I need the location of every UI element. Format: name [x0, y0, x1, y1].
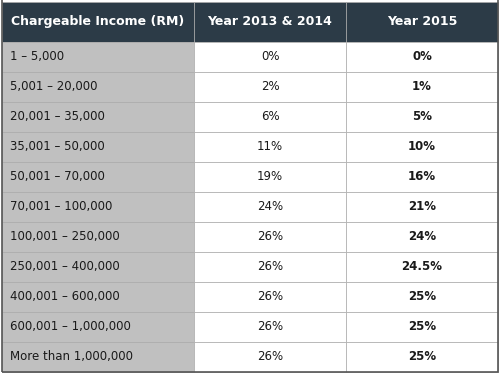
- Text: 10%: 10%: [408, 140, 436, 153]
- Text: 25%: 25%: [408, 290, 436, 303]
- Text: 26%: 26%: [257, 260, 283, 273]
- Text: 26%: 26%: [257, 350, 283, 363]
- Text: 19%: 19%: [257, 170, 283, 183]
- Text: 24.5%: 24.5%: [402, 260, 442, 273]
- Bar: [346, 1, 498, 41]
- Bar: [2, 132, 194, 162]
- Bar: [346, 132, 498, 162]
- Text: More than 1,000,000: More than 1,000,000: [10, 350, 133, 363]
- Text: 21%: 21%: [408, 200, 436, 213]
- Bar: [2, 1, 194, 41]
- Bar: [194, 342, 346, 372]
- Text: 50,001 – 70,000: 50,001 – 70,000: [10, 170, 105, 183]
- Bar: [346, 41, 498, 72]
- Text: 11%: 11%: [257, 140, 283, 153]
- Bar: [194, 222, 346, 251]
- Bar: [346, 191, 498, 222]
- Bar: [2, 282, 194, 311]
- Bar: [2, 41, 194, 72]
- Bar: [2, 72, 194, 101]
- Text: 0%: 0%: [412, 50, 432, 63]
- Text: 24%: 24%: [257, 200, 283, 213]
- Text: 70,001 – 100,000: 70,001 – 100,000: [10, 200, 113, 213]
- Bar: [2, 251, 194, 282]
- Text: 20,001 – 35,000: 20,001 – 35,000: [10, 110, 105, 123]
- Text: 26%: 26%: [257, 230, 283, 243]
- Text: 5%: 5%: [412, 110, 432, 123]
- Bar: [194, 311, 346, 342]
- Bar: [2, 342, 194, 372]
- Text: Year 2013 & 2014: Year 2013 & 2014: [208, 15, 332, 28]
- Bar: [2, 311, 194, 342]
- Text: 35,001 – 50,000: 35,001 – 50,000: [10, 140, 105, 153]
- Bar: [194, 282, 346, 311]
- Text: 26%: 26%: [257, 290, 283, 303]
- Text: 25%: 25%: [408, 350, 436, 363]
- Bar: [194, 1, 346, 41]
- Text: 5,001 – 20,000: 5,001 – 20,000: [10, 80, 98, 93]
- Bar: [194, 191, 346, 222]
- Bar: [346, 222, 498, 251]
- Bar: [346, 311, 498, 342]
- Text: 400,001 – 600,000: 400,001 – 600,000: [10, 290, 120, 303]
- Text: 16%: 16%: [408, 170, 436, 183]
- Bar: [194, 72, 346, 101]
- Text: 600,001 – 1,000,000: 600,001 – 1,000,000: [10, 320, 131, 333]
- Text: Year 2015: Year 2015: [387, 15, 457, 28]
- Bar: [2, 101, 194, 132]
- Text: 0%: 0%: [261, 50, 279, 63]
- Text: 2%: 2%: [260, 80, 280, 93]
- Bar: [346, 251, 498, 282]
- Text: 6%: 6%: [260, 110, 280, 123]
- Text: 250,001 – 400,000: 250,001 – 400,000: [10, 260, 120, 273]
- Bar: [346, 101, 498, 132]
- Bar: [346, 162, 498, 191]
- Text: 25%: 25%: [408, 320, 436, 333]
- Bar: [2, 191, 194, 222]
- Bar: [346, 72, 498, 101]
- Bar: [346, 342, 498, 372]
- Text: Chargeable Income (RM): Chargeable Income (RM): [12, 15, 184, 28]
- Text: 100,001 – 250,000: 100,001 – 250,000: [10, 230, 120, 243]
- Bar: [194, 132, 346, 162]
- Bar: [194, 41, 346, 72]
- Bar: [194, 162, 346, 191]
- Text: 26%: 26%: [257, 320, 283, 333]
- Bar: [2, 222, 194, 251]
- Text: 24%: 24%: [408, 230, 436, 243]
- Bar: [194, 251, 346, 282]
- Text: 1 – 5,000: 1 – 5,000: [10, 50, 64, 63]
- Bar: [346, 282, 498, 311]
- Text: 1%: 1%: [412, 80, 432, 93]
- Bar: [2, 162, 194, 191]
- Bar: [194, 101, 346, 132]
